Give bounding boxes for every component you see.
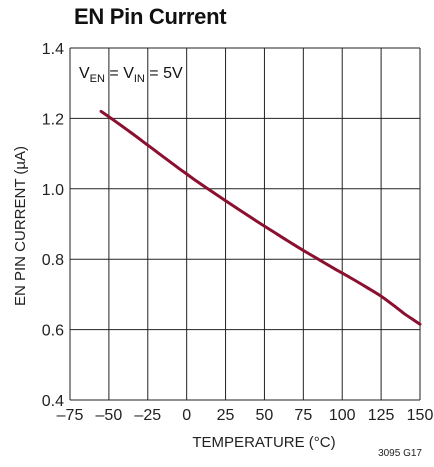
x-tick-label: –75 <box>57 407 84 424</box>
x-tick-label: 0 <box>182 407 191 424</box>
test-condition-annotation: VEN = VIN = 5V <box>79 65 183 85</box>
x-axis-title: TEMPERATURE (°C) <box>192 434 335 451</box>
x-tick-label: –25 <box>134 407 161 424</box>
chart-title: EN Pin Current <box>74 4 227 29</box>
x-tick-label: 100 <box>329 407 356 424</box>
x-tick-label: 150 <box>407 407 434 424</box>
x-tick-label: 75 <box>294 407 312 424</box>
x-tick-label: 125 <box>368 407 395 424</box>
series-line-0 <box>99 109 422 326</box>
y-tick-label: 1.4 <box>42 41 64 58</box>
y-tick-label: 0.8 <box>42 252 64 269</box>
y-tick-label: 0.4 <box>42 393 64 410</box>
x-tick-label: 25 <box>217 407 235 424</box>
tick-labels: –75 –50 –25 0 25 50 75 100 125 150 0.4 0.6 0.8 1.0 1.2… <box>42 41 434 424</box>
y-tick-label: 1.0 <box>42 182 64 199</box>
figure-id: 3095 G17 <box>378 448 422 459</box>
y-axis-title: EN PIN CURRENT (µA) <box>12 146 29 306</box>
series-layer <box>99 109 422 326</box>
y-tick-label: 0.6 <box>42 323 64 340</box>
chart-grid <box>69 47 421 401</box>
x-tick-label: –50 <box>96 407 123 424</box>
x-tick-label: 50 <box>256 407 274 424</box>
y-tick-label: 1.2 <box>42 111 64 128</box>
